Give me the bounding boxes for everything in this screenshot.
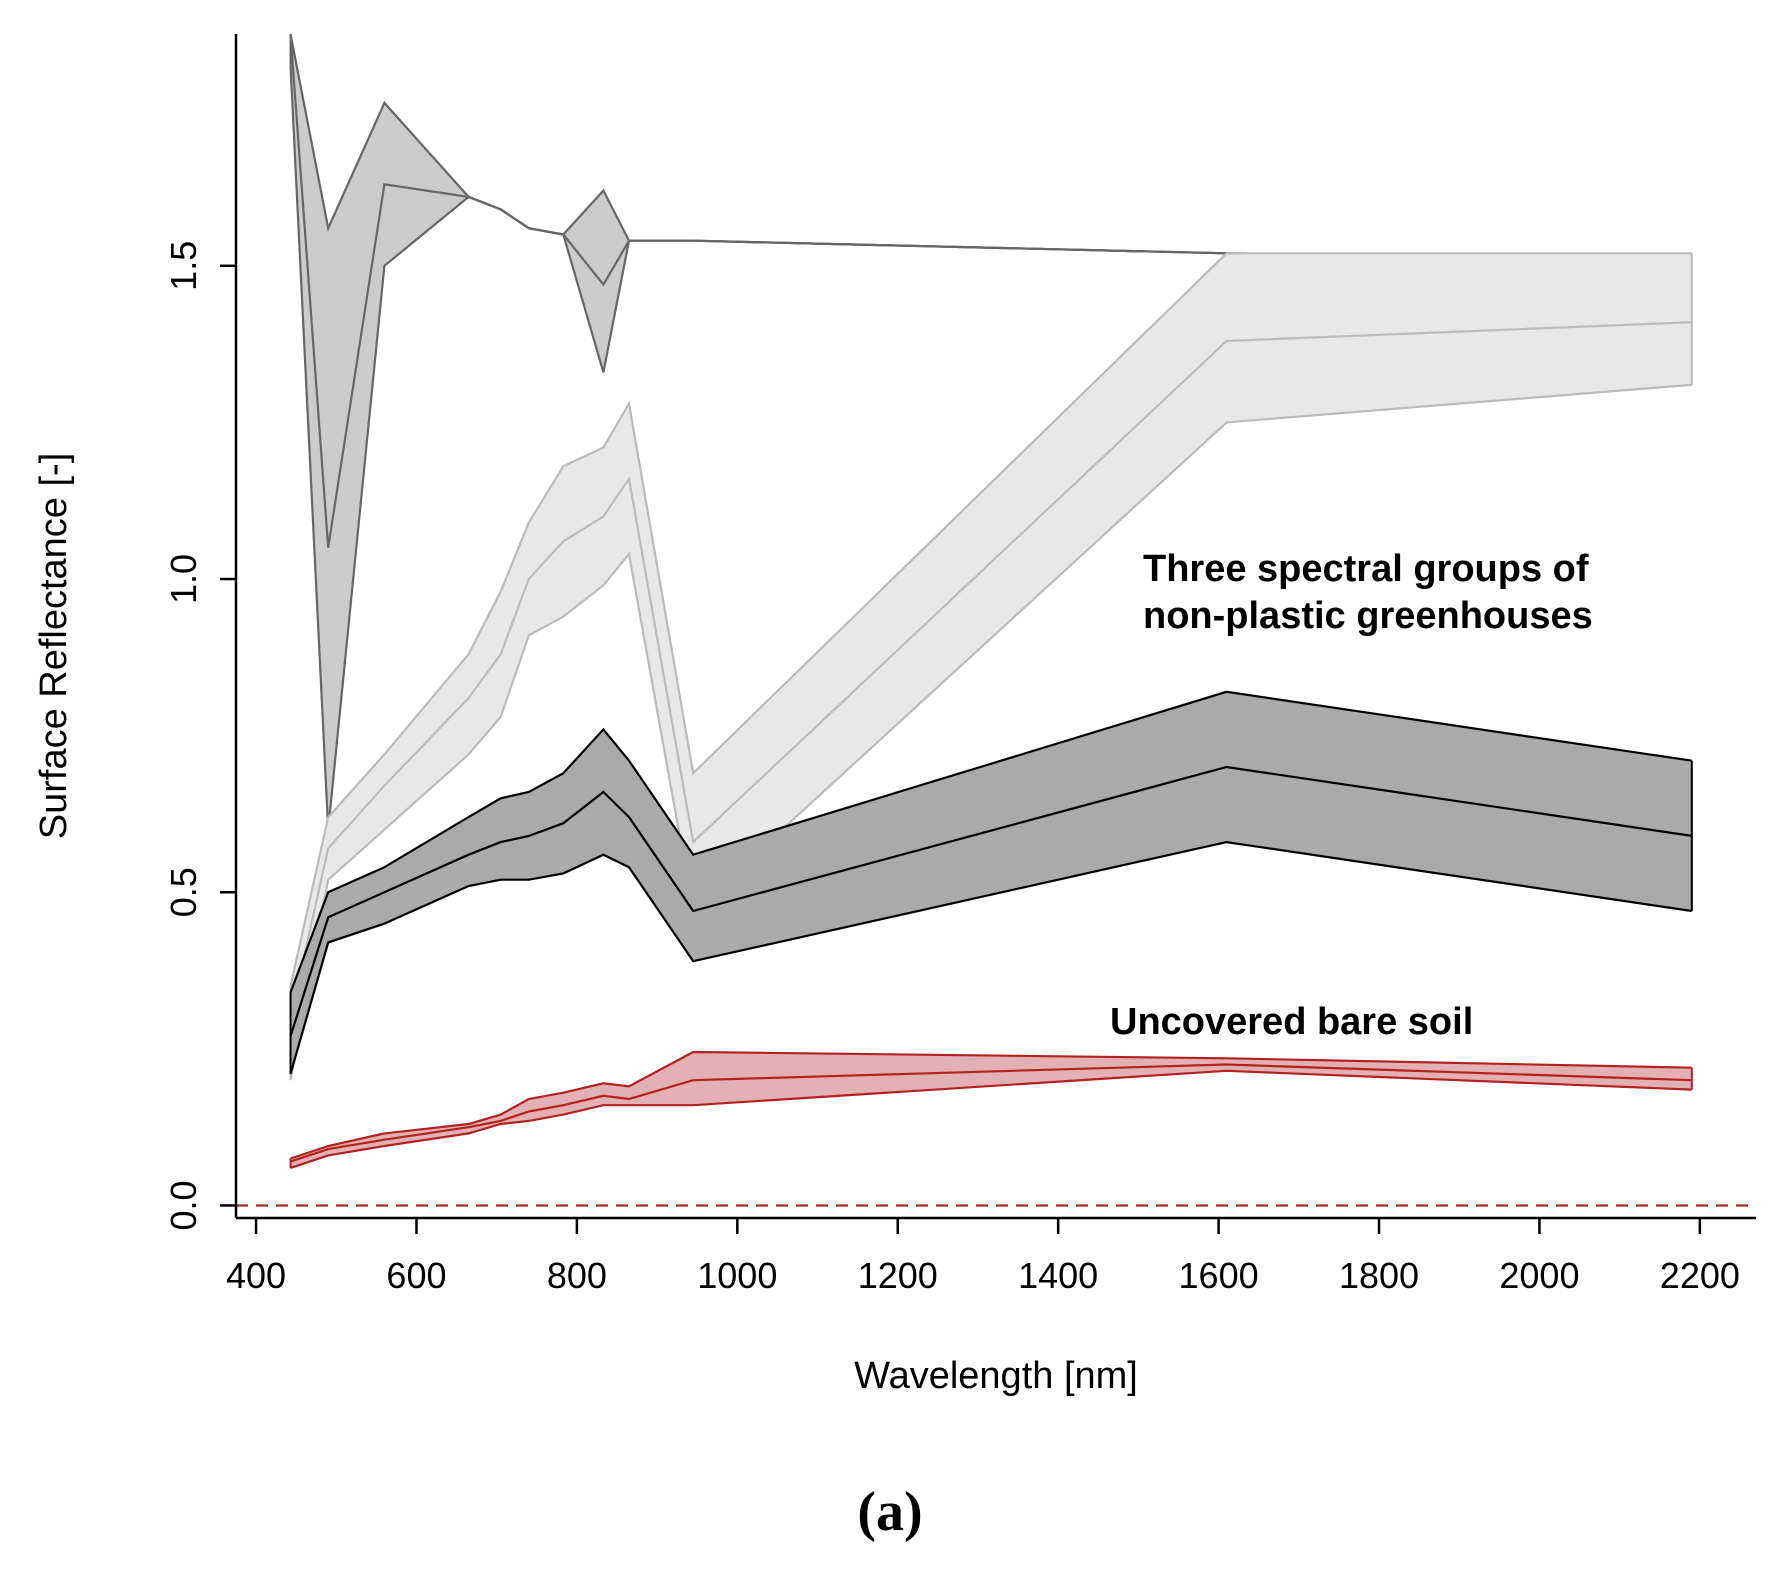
series-0-lower-line: [289, 65, 1692, 830]
axes: 400 600 800 1000 1200 1400 1600 1800 2000 2200 0.…: [163, 34, 1756, 1296]
series-1: [289, 252, 1693, 1081]
x-ticks: 400 600 800 1000 1200 1400 1600 1800 2000 2200: [226, 1218, 1740, 1296]
bare-soil-annotation: Uncovered bare soil: [1110, 1001, 1473, 1043]
series-1-upper-line: [289, 252, 1692, 987]
y-tick-label: 1.0: [163, 554, 204, 604]
x-tick-label: 800: [547, 1255, 607, 1296]
series-0-upper-line: [289, 33, 1692, 261]
series-2-mean-line: [289, 765, 1692, 1037]
x-tick-label: 1400: [1018, 1255, 1098, 1296]
x-axis-title: Wavelength [nm]: [854, 1355, 1138, 1397]
x-tick-label: 2200: [1660, 1255, 1740, 1296]
series-3-upper-line: [290, 1050, 1692, 1160]
x-tick-label: 600: [386, 1255, 446, 1296]
y-tick-label: 0.5: [163, 867, 204, 917]
series-1-mean-line: [289, 321, 1692, 1018]
x-tick-label: 1200: [858, 1255, 938, 1296]
x-tick-label: 1000: [697, 1255, 777, 1296]
y-tick-label: 1.5: [163, 241, 204, 291]
series-3: [289, 1050, 1693, 1169]
series-1-band: [290, 253, 1692, 1081]
series-2: [289, 690, 1693, 1075]
y-tick-label: 0.0: [163, 1180, 204, 1230]
panel-label: (a): [857, 1481, 922, 1543]
series-0: [289, 33, 1692, 830]
x-tick-label: 2000: [1499, 1255, 1579, 1296]
series-2-band: [290, 691, 1692, 1074]
greenhouse-annotation-line-1: Three spectral groups of: [1143, 548, 1589, 590]
series-2-lower-line: [289, 840, 1692, 1075]
series-3-band: [290, 1052, 1692, 1168]
x-tick-label: 1600: [1179, 1255, 1259, 1296]
x-tick-label: 400: [226, 1255, 286, 1296]
series-3-lower-line: [290, 1069, 1692, 1169]
series-bands: [289, 33, 1693, 1169]
series-2-upper-line: [289, 690, 1692, 993]
x-tick-label: 1800: [1339, 1255, 1419, 1296]
y-axis-title: Surface Reflectance [-]: [33, 453, 75, 840]
y-ticks: 0.0 0.5 1.0 1.5: [163, 241, 236, 1230]
greenhouse-annotation-line-2: non-plastic greenhouses: [1143, 595, 1593, 637]
series-3-mean-line: [290, 1063, 1692, 1163]
